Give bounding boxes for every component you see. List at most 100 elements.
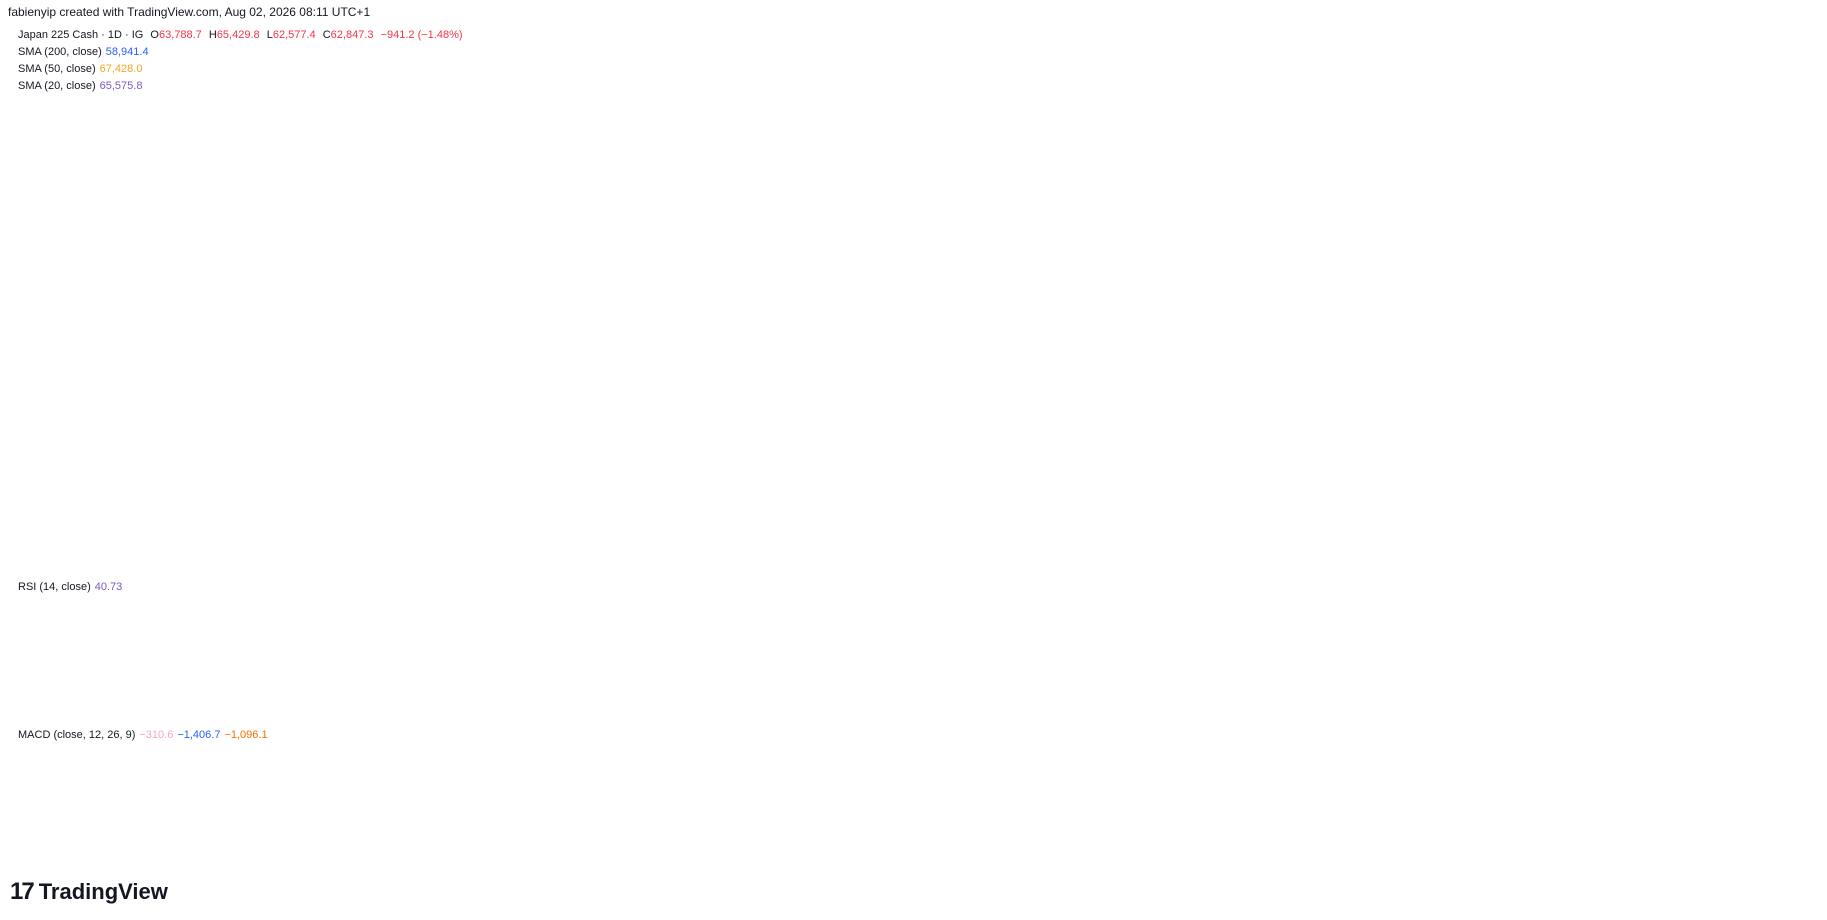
macd-histogram-bar	[656, 791, 662, 806]
sma50-label: SMA (50, close)	[18, 63, 96, 75]
macd-histogram-bar	[415, 788, 422, 806]
macd-tick-label: 0.0	[1760, 798, 1777, 812]
candle-down	[664, 344, 671, 357]
candle-up	[140, 495, 146, 513]
macd-histogram-bar	[1524, 805, 1531, 814]
macd-histogram-bar	[251, 805, 258, 809]
macd-histogram-bar	[707, 805, 714, 808]
candle-down	[19, 509, 26, 518]
macd-histogram-bar	[372, 795, 379, 806]
sma200-price-tag-text: 58,941.4	[1768, 334, 1815, 348]
candle-down	[673, 356, 680, 364]
time-tick-label: Jul	[1456, 836, 1473, 851]
candle-up	[862, 491, 869, 495]
macd-histogram-bar	[1129, 803, 1135, 806]
macd-histogram-bar	[716, 805, 723, 811]
candle-up	[888, 431, 895, 455]
candle-down	[1146, 264, 1153, 269]
symbol-legend: Japan 225 Cash · 1D · IG O63,788.7 H65,4…	[18, 29, 463, 41]
candle-up	[535, 432, 542, 436]
macd-histogram-bar	[1326, 805, 1333, 816]
macd-histogram-bar	[1275, 792, 1282, 806]
candle-down	[1060, 334, 1067, 344]
macd-histogram-bar	[1189, 805, 1196, 813]
price-chart[interactable]: 0 (73,641.0) 0.382 (64,762.9) 0.618 (59,27…	[0, 0, 1827, 870]
macd-hist-tag-text: −310.6	[1767, 810, 1804, 824]
macd-signal-tag-text: −1,096.1	[1767, 838, 1814, 852]
candle-up	[1266, 205, 1273, 207]
tradingview-brand[interactable]: 17 TradingView	[10, 878, 168, 906]
candle-down	[1533, 156, 1540, 161]
macd-histogram-bar	[1292, 800, 1299, 806]
macd-histogram-bar	[1283, 796, 1290, 806]
sma20-line	[9, 128, 1659, 509]
candle-down	[1275, 205, 1282, 222]
macd-histogram-bar	[647, 791, 654, 806]
candle-down	[200, 503, 207, 510]
rsi-tick-label: 80.00	[1760, 582, 1790, 596]
price-annotation: 60431	[1623, 308, 1668, 325]
macd-histogram-bar	[888, 805, 895, 816]
candle-up	[363, 451, 370, 463]
macd-histogram-bar	[1653, 805, 1660, 817]
sma200-price-tag	[1754, 330, 1827, 351]
candle-down	[148, 495, 155, 500]
macd-hist-tag	[1754, 807, 1818, 826]
candle-down	[707, 413, 714, 428]
symbol-name: Japan 225 Cash · 1D · IG	[18, 29, 144, 41]
candle-down	[1025, 324, 1032, 331]
macd-histogram-bar	[1258, 791, 1264, 806]
fib-level-label: 0 (73,641.0)	[813, 57, 872, 69]
macd-histogram-bar	[1378, 795, 1385, 806]
macd-histogram-bar	[71, 805, 78, 816]
time-tick-label: Feb	[484, 836, 506, 851]
macd-histogram-bar	[1146, 805, 1153, 809]
rsi-value-tag-text: 40.73	[1764, 671, 1794, 685]
macd-histogram-bar	[621, 794, 628, 806]
candle-down	[1412, 74, 1419, 84]
candle-up	[1335, 235, 1342, 251]
candle-up	[982, 329, 989, 346]
candle-down	[1490, 122, 1497, 137]
macd-histogram-bar	[1361, 802, 1368, 806]
candle-up	[183, 490, 189, 501]
macd-histogram-bar	[793, 805, 800, 823]
candle-down	[1318, 259, 1325, 266]
candle-down	[810, 456, 817, 471]
macd-histogram-bar	[1516, 805, 1522, 813]
macd-histogram-bar	[1533, 805, 1540, 814]
fib-level-label: 0.382 (64,762.9)	[791, 225, 872, 237]
candle-up	[1309, 259, 1316, 261]
candle-up	[458, 466, 465, 469]
macd-histogram-bar	[1000, 791, 1006, 806]
price-tick-label: 66,000.0	[1760, 200, 1807, 214]
macd-histogram-bar	[423, 789, 430, 806]
macd-histogram-bar	[1619, 805, 1626, 822]
macd-histogram-bar	[79, 805, 86, 816]
candle-up	[346, 468, 353, 493]
macd-histogram-bar	[11, 805, 17, 813]
price-tick-label: 62,000.0	[1760, 276, 1807, 290]
macd-histogram-bar	[174, 805, 181, 807]
candle-down	[312, 497, 318, 510]
macd-histogram-bar	[1584, 805, 1591, 820]
candle-down	[1464, 106, 1471, 114]
macd-histogram-bar	[398, 790, 404, 806]
candle-up	[759, 445, 766, 455]
candle-down	[114, 505, 121, 511]
candle-up	[948, 366, 955, 375]
candle-up	[122, 503, 129, 511]
macd-histogram-bar	[1550, 805, 1557, 816]
candle-down	[1481, 110, 1488, 123]
candle-up	[656, 344, 662, 348]
macd-histogram-bar	[157, 805, 164, 807]
macd-histogram-bar	[733, 805, 740, 816]
macd-histogram-bar	[871, 805, 877, 820]
macd-histogram-bar	[1369, 799, 1376, 806]
macd-histogram-bar	[552, 801, 559, 806]
sma20-legend: SMA (20, close) 65,575.8	[18, 80, 142, 92]
candle-up	[1455, 106, 1462, 123]
price-tick-label: 64,000.0	[1760, 238, 1807, 252]
macd-histogram-bar	[518, 802, 525, 806]
candle-down	[836, 474, 843, 484]
